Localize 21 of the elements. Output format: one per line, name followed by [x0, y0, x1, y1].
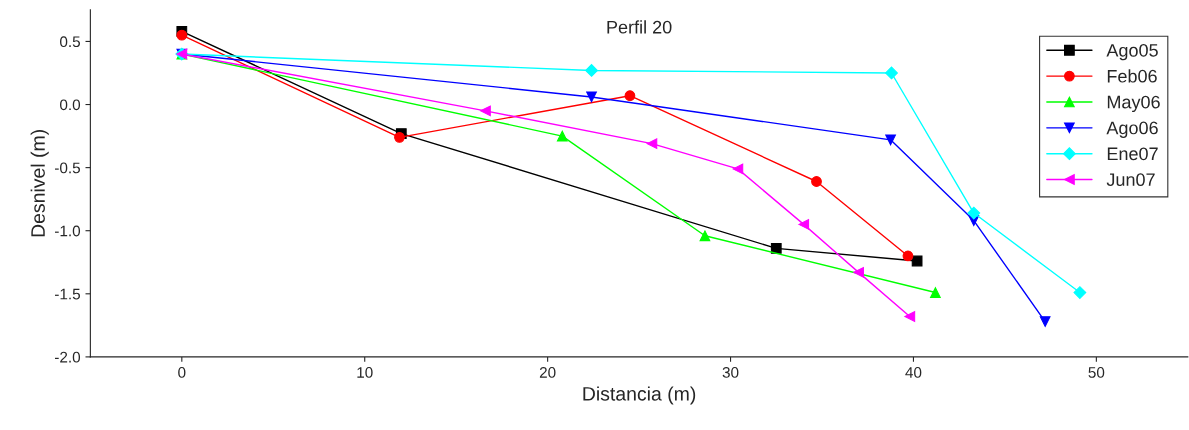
y-axis-title: Desnivel (m): [30, 130, 49, 237]
x-tick-label: 50: [1088, 367, 1105, 378]
legend-label: Feb06: [1107, 69, 1157, 83]
y-tick-label: -0.5: [55, 162, 80, 174]
legend-label: Jun07: [1106, 173, 1155, 187]
y-tick-label: 0.0: [60, 99, 81, 111]
legend-label: Ene07: [1107, 147, 1158, 161]
legend-label: Ago06: [1106, 121, 1158, 138]
y-tick-label: -2.0: [55, 351, 81, 363]
x-tick-label: 30: [722, 367, 739, 378]
x-axis-title: Distancia (m): [583, 386, 696, 405]
legend-label: May06: [1107, 95, 1160, 113]
x-tick-label: 20: [539, 367, 556, 378]
y-tick-label: -1.0: [55, 225, 81, 237]
x-tick-label: 10: [357, 367, 373, 378]
y-tick-label: -1.5: [55, 288, 80, 300]
legend-label: Ago05: [1106, 43, 1158, 61]
x-tick-label: 0: [178, 367, 186, 378]
chart-title: Perfil 20: [607, 20, 672, 34]
y-tick-label: 0.5: [60, 36, 80, 48]
x-tick-label: 40: [905, 367, 922, 378]
